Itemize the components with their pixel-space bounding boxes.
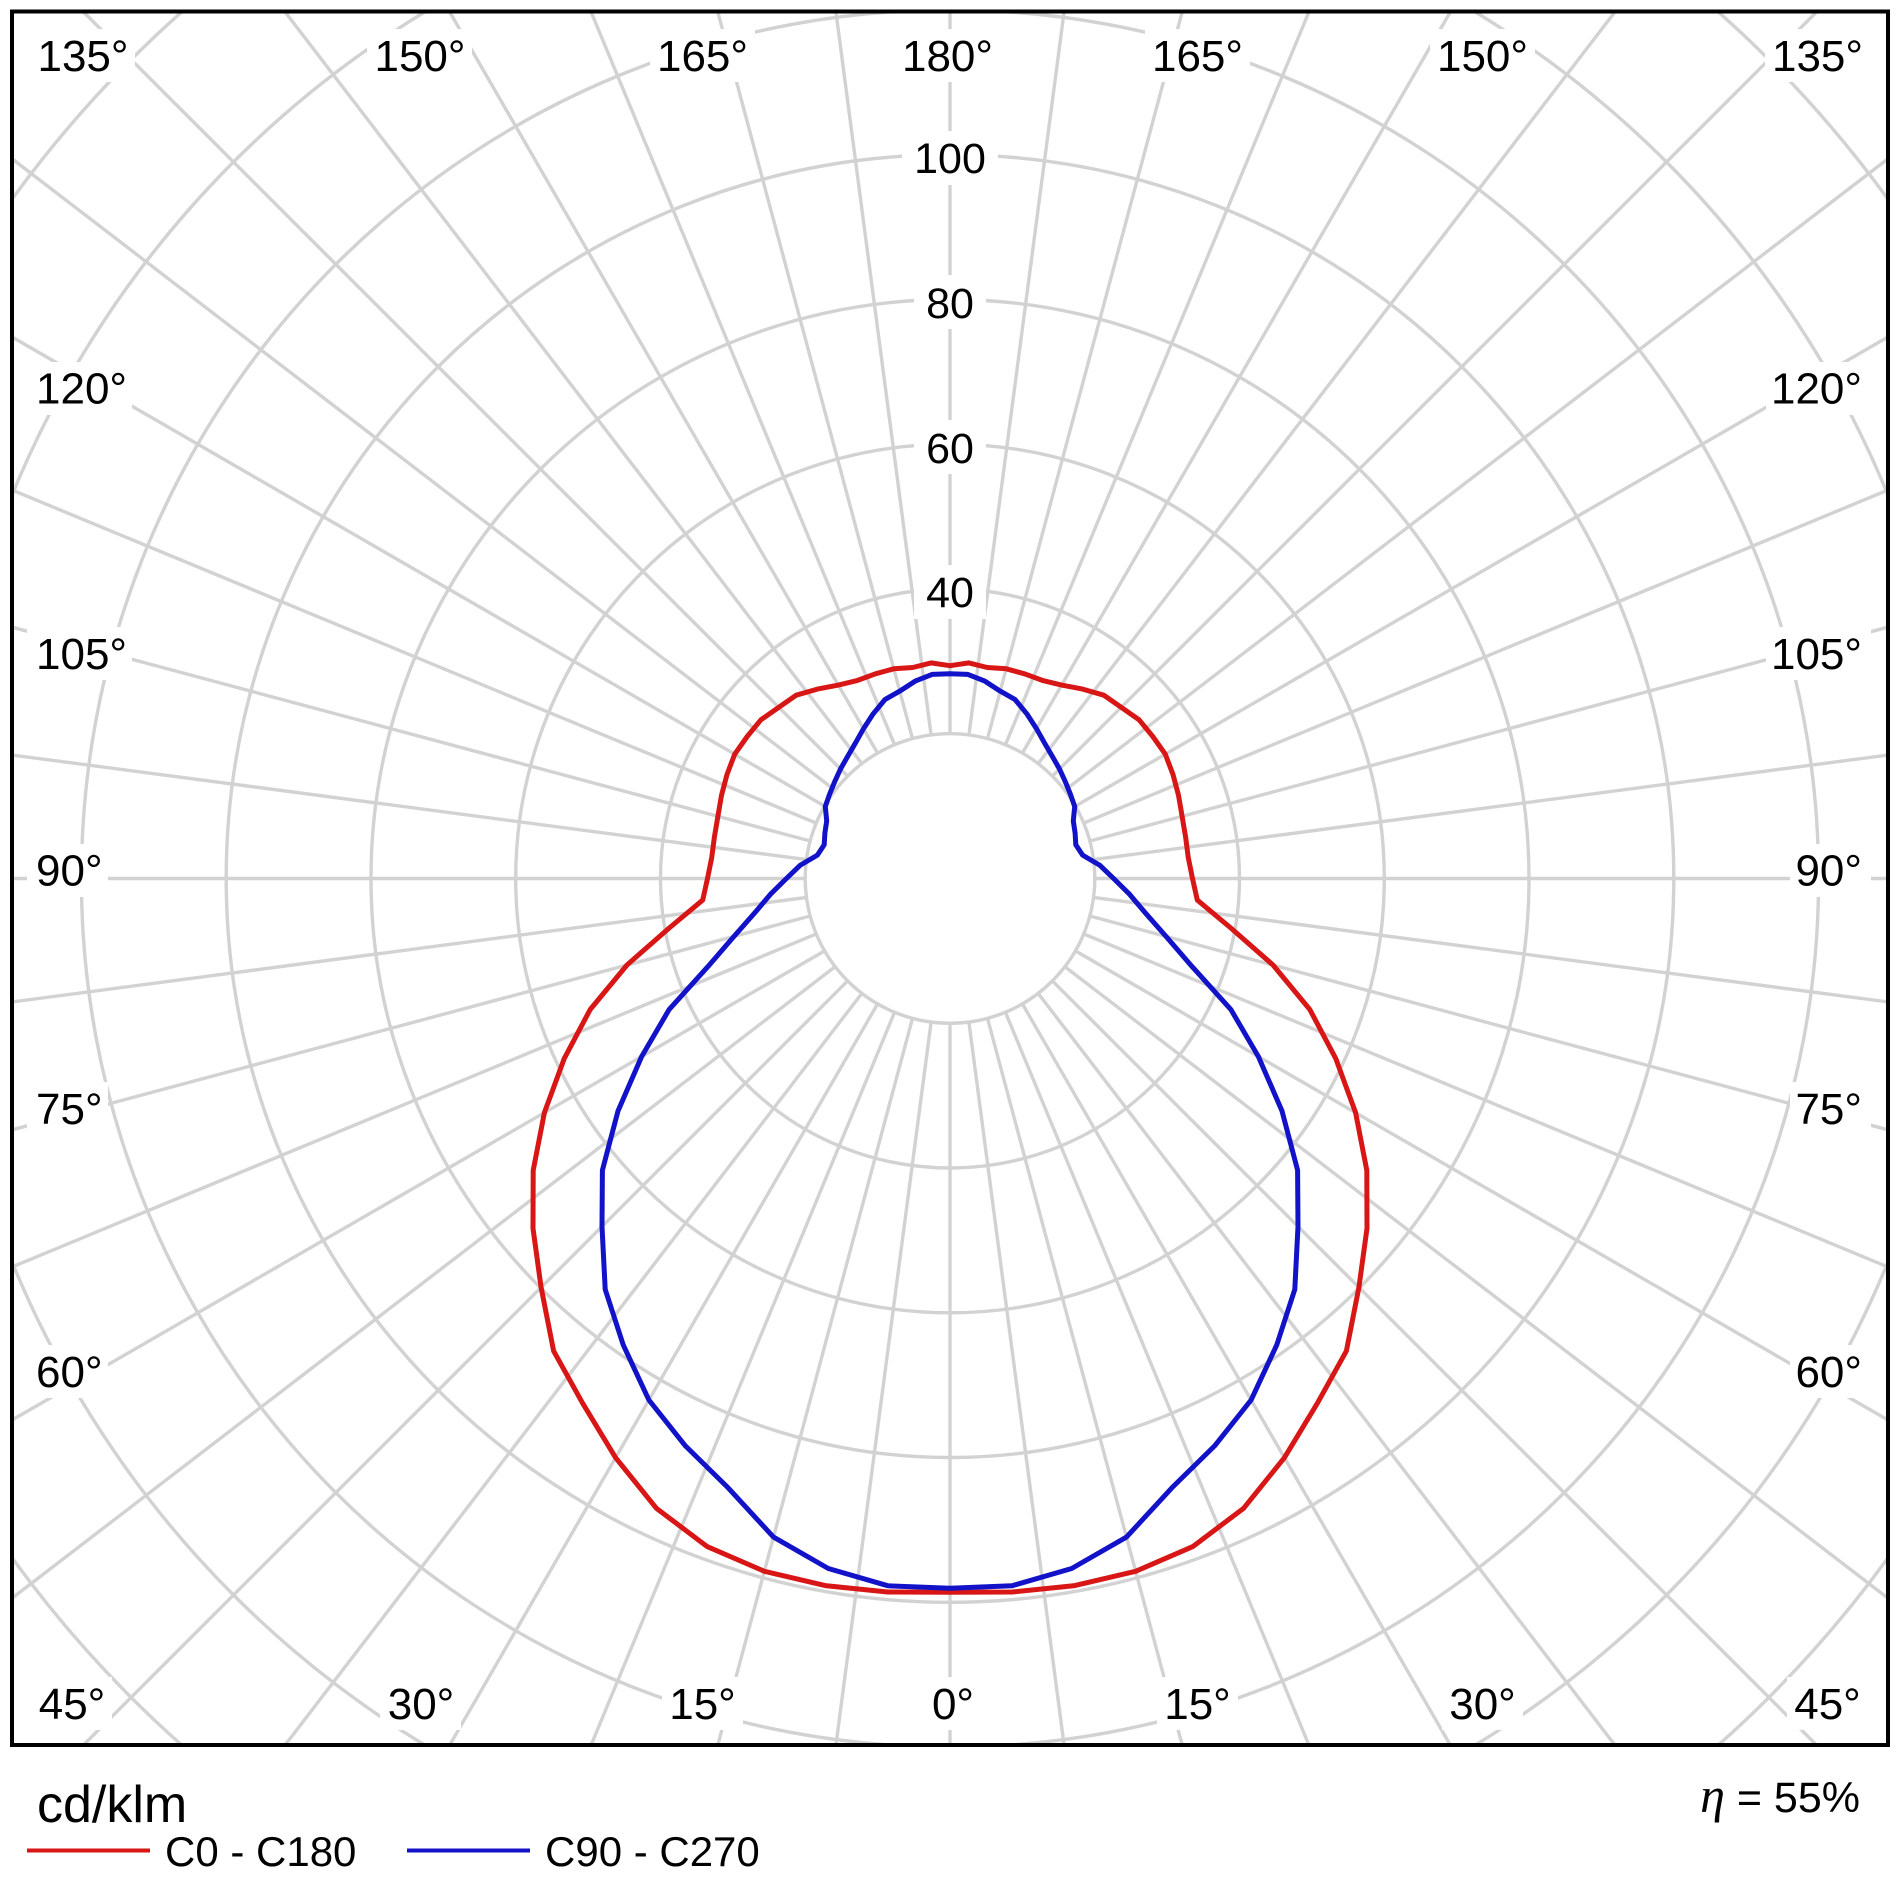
svg-text:100: 100 [914, 135, 986, 183]
svg-text:105°: 105° [1771, 630, 1862, 679]
svg-text:105°: 105° [36, 630, 127, 679]
svg-text:135°: 135° [1772, 32, 1863, 81]
svg-text:30°: 30° [1449, 1680, 1516, 1729]
svg-text:40: 40 [926, 569, 974, 617]
svg-text:0°: 0° [932, 1680, 974, 1729]
svg-text:75°: 75° [1795, 1085, 1862, 1134]
svg-text:C0 - C180: C0 - C180 [165, 1828, 356, 1875]
svg-text:150°: 150° [374, 32, 465, 81]
svg-text:15°: 15° [669, 1680, 736, 1729]
svg-text:90°: 90° [1795, 847, 1862, 896]
svg-text:η = 55%: η = 55% [1700, 1767, 1860, 1823]
svg-text:150°: 150° [1437, 32, 1528, 81]
svg-text:60°: 60° [36, 1348, 103, 1397]
svg-text:30°: 30° [388, 1680, 455, 1729]
svg-text:60°: 60° [1795, 1348, 1862, 1397]
svg-text:80: 80 [926, 280, 974, 328]
svg-text:165°: 165° [657, 32, 748, 81]
svg-text:15°: 15° [1164, 1680, 1231, 1729]
svg-text:cd/klm: cd/klm [37, 1776, 187, 1834]
svg-text:C90 - C270: C90 - C270 [545, 1828, 760, 1875]
svg-text:45°: 45° [1794, 1680, 1861, 1729]
svg-text:90°: 90° [36, 847, 103, 896]
svg-text:120°: 120° [36, 365, 127, 414]
svg-text:45°: 45° [39, 1680, 106, 1729]
svg-text:180°: 180° [902, 32, 993, 81]
svg-text:60: 60 [926, 425, 974, 473]
svg-text:75°: 75° [36, 1085, 103, 1134]
svg-text:165°: 165° [1152, 32, 1243, 81]
svg-text:120°: 120° [1771, 365, 1862, 414]
svg-text:135°: 135° [37, 32, 128, 81]
